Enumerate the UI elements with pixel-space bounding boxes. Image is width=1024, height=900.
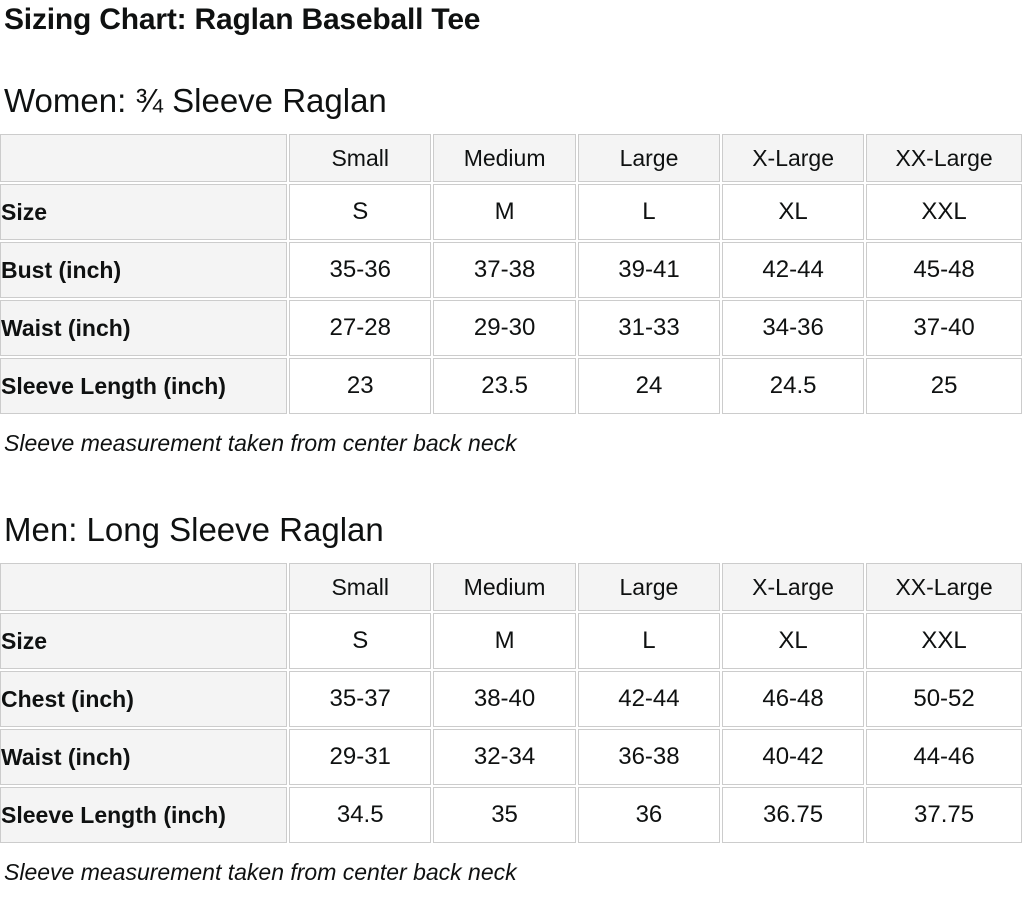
row-label-size: Size (0, 613, 288, 669)
table-cell: S (289, 184, 432, 240)
table-cell: 37-38 (433, 242, 576, 298)
table-cell: 23.5 (433, 358, 576, 414)
table-cell: 35-37 (289, 671, 432, 727)
column-header-medium: Medium (433, 134, 576, 182)
table-cell: 39-41 (577, 242, 721, 298)
table-header-row: Small Medium Large X-Large XX-Large (0, 563, 1022, 611)
table-cell: XL (721, 613, 865, 669)
column-header-large: Large (577, 134, 721, 182)
table-cell: 42-44 (722, 242, 865, 298)
column-header-x-large: X-Large (721, 563, 865, 611)
table-cell: 42-44 (577, 671, 720, 727)
table-row: Sleeve Length (inch) 23 23.5 24 24.5 25 (0, 358, 1022, 414)
column-header-xx-large: XX-Large (866, 563, 1022, 611)
table-cell: 36.75 (721, 787, 865, 843)
table-cell: 27-28 (289, 300, 432, 356)
table-row: Waist (inch) 29-31 32-34 36-38 40-42 44-… (0, 729, 1022, 785)
table-cell: 34-36 (722, 300, 865, 356)
column-header-xx-large: XX-Large (866, 134, 1022, 182)
table-cell: XL (722, 184, 865, 240)
table-cell: 23 (289, 358, 432, 414)
row-label-size: Size (0, 184, 288, 240)
row-label-sleeve-length: Sleeve Length (inch) (0, 787, 288, 843)
table-cell: 35-36 (289, 242, 432, 298)
table-cell: XXL (866, 184, 1022, 240)
column-header-blank (0, 134, 288, 182)
table-cell: 29-30 (433, 300, 576, 356)
women-size-table: Small Medium Large X-Large XX-Large Size… (0, 132, 1024, 416)
sleeve-footnote-women: Sleeve measurement taken from center bac… (4, 430, 517, 456)
table-row: Sleeve Length (inch) 34.5 35 36 36.75 37… (0, 787, 1022, 843)
table-row: Bust (inch) 35-36 37-38 39-41 42-44 45-4… (0, 242, 1022, 298)
section-heading-women: Women: ¾ Sleeve Raglan (4, 82, 387, 119)
row-label-sleeve-length: Sleeve Length (inch) (0, 358, 288, 414)
table-header-row: Small Medium Large X-Large XX-Large (0, 134, 1022, 182)
table-cell: 37-40 (866, 300, 1022, 356)
men-sizing-section: Men: Long Sleeve Raglan Small Medium Lar… (0, 513, 1024, 886)
table-cell: 50-52 (866, 671, 1022, 727)
column-header-small: Small (289, 563, 432, 611)
table-cell: 34.5 (289, 787, 432, 843)
row-label-chest: Chest (inch) (0, 671, 288, 727)
table-cell: 31-33 (577, 300, 721, 356)
row-label-bust: Bust (inch) (0, 242, 288, 298)
table-cell: 36 (577, 787, 720, 843)
column-header-blank (0, 563, 288, 611)
table-cell: 46-48 (721, 671, 865, 727)
row-label-waist: Waist (inch) (0, 300, 288, 356)
table-cell: 44-46 (866, 729, 1022, 785)
table-cell: 40-42 (721, 729, 865, 785)
table-cell: M (433, 184, 576, 240)
column-header-medium: Medium (433, 563, 576, 611)
men-size-table: Small Medium Large X-Large XX-Large Size… (0, 561, 1024, 845)
table-cell: 35 (433, 787, 576, 843)
table-cell: L (577, 184, 721, 240)
women-sizing-section: Women: ¾ Sleeve Raglan Small Medium Larg… (0, 84, 1024, 457)
row-label-waist: Waist (inch) (0, 729, 288, 785)
table-cell: 29-31 (289, 729, 432, 785)
table-cell: 38-40 (433, 671, 576, 727)
column-header-large: Large (577, 563, 720, 611)
table-cell: 24 (577, 358, 721, 414)
table-cell: M (433, 613, 576, 669)
table-cell: 45-48 (866, 242, 1022, 298)
table-row: Size S M L XL XXL (0, 184, 1022, 240)
table-row: Chest (inch) 35-37 38-40 42-44 46-48 50-… (0, 671, 1022, 727)
table-cell: 36-38 (577, 729, 720, 785)
table-row: Waist (inch) 27-28 29-30 31-33 34-36 37-… (0, 300, 1022, 356)
table-cell: S (289, 613, 432, 669)
table-row: Size S M L XL XXL (0, 613, 1022, 669)
table-cell: 24.5 (722, 358, 865, 414)
section-heading-men: Men: Long Sleeve Raglan (4, 511, 384, 548)
table-cell: XXL (866, 613, 1022, 669)
table-cell: 37.75 (866, 787, 1022, 843)
page-title: Sizing Chart: Raglan Baseball Tee (4, 3, 481, 36)
table-cell: L (577, 613, 720, 669)
column-header-x-large: X-Large (722, 134, 865, 182)
table-cell: 25 (866, 358, 1022, 414)
column-header-small: Small (289, 134, 432, 182)
sleeve-footnote-men: Sleeve measurement taken from center bac… (4, 859, 517, 885)
table-cell: 32-34 (433, 729, 576, 785)
